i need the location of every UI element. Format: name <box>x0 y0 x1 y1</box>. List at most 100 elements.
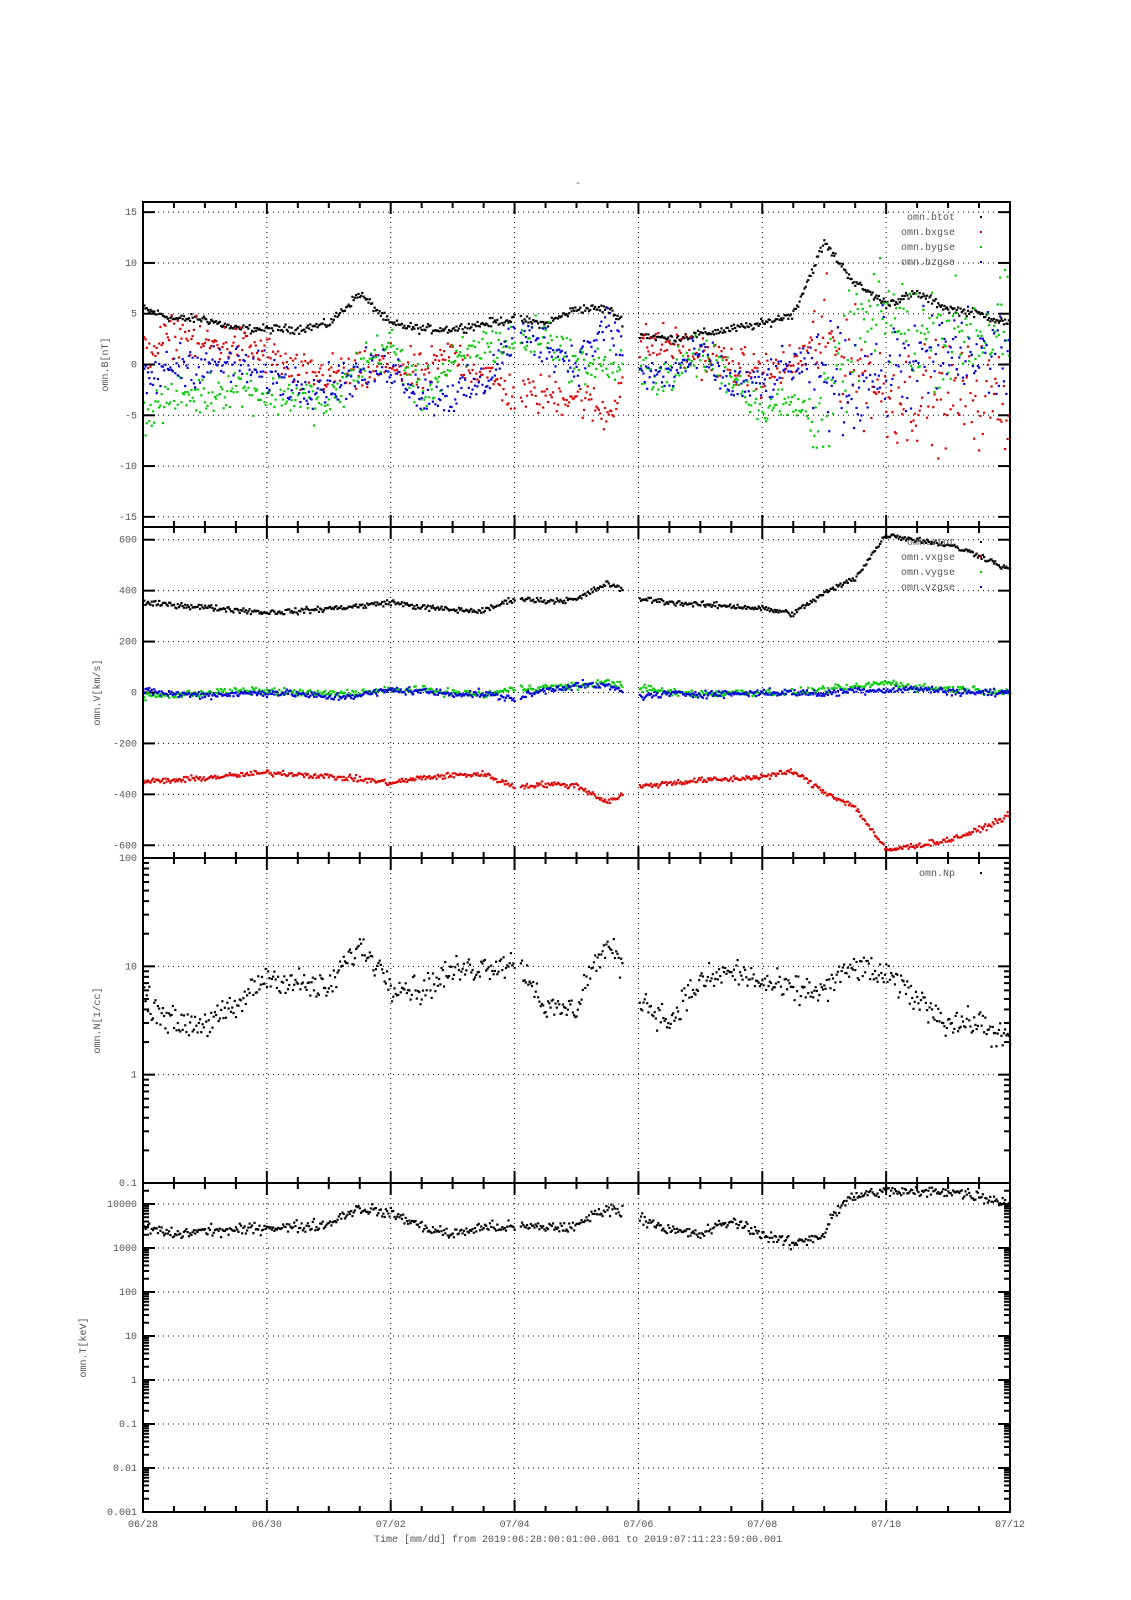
data-point <box>876 387 879 390</box>
data-point <box>373 601 376 604</box>
data-point <box>288 383 291 387</box>
data-point <box>807 781 810 785</box>
data-point <box>887 848 890 852</box>
data-point <box>343 691 347 694</box>
data-point <box>320 364 323 367</box>
data-point <box>949 346 952 349</box>
data-point <box>472 772 475 775</box>
data-point <box>761 775 764 778</box>
data-point <box>620 586 623 589</box>
data-point <box>228 688 231 691</box>
data-point <box>568 312 571 315</box>
data-point <box>649 596 653 600</box>
data-point <box>852 426 856 430</box>
data-point <box>404 387 407 390</box>
data-point <box>815 446 818 449</box>
data-point <box>454 772 457 775</box>
data-point <box>987 317 991 320</box>
data-point <box>657 689 660 692</box>
data-point <box>919 845 923 849</box>
data-point <box>564 684 567 687</box>
data-point <box>525 783 529 786</box>
data-point <box>745 775 748 778</box>
data-point <box>774 358 778 361</box>
data-point <box>757 360 760 363</box>
data-point <box>237 344 240 347</box>
data-point <box>725 375 728 378</box>
data-point <box>309 360 312 363</box>
data-point <box>265 386 269 390</box>
data-point <box>571 397 574 400</box>
data-point <box>290 374 293 377</box>
data-point <box>651 361 654 365</box>
data-point <box>342 606 345 610</box>
data-point <box>543 686 546 689</box>
data-point <box>421 775 425 779</box>
data-point <box>610 306 613 310</box>
data-point <box>875 392 878 396</box>
data-point <box>264 371 267 374</box>
data-point <box>592 586 596 589</box>
data-point <box>605 306 608 309</box>
data-point <box>419 352 422 355</box>
data-point <box>322 776 326 779</box>
data-point <box>783 368 786 371</box>
data-point <box>841 687 844 690</box>
data-point <box>603 680 607 683</box>
data-point <box>825 242 828 246</box>
data-point <box>146 371 150 374</box>
data-point <box>383 354 386 358</box>
data-point <box>468 609 472 612</box>
data-point <box>839 400 842 403</box>
data-point <box>918 292 921 295</box>
data-point <box>986 690 989 693</box>
data-point <box>220 324 223 328</box>
data-point <box>937 843 940 846</box>
data-point <box>987 324 991 327</box>
data-point <box>986 312 989 315</box>
data-point <box>528 684 531 687</box>
data-point <box>340 384 343 387</box>
data-point <box>892 533 895 536</box>
data-point <box>921 845 924 848</box>
data-point <box>216 775 219 778</box>
data-point <box>487 607 490 610</box>
data-point <box>895 432 898 435</box>
data-point <box>570 380 573 383</box>
data-point <box>298 690 301 693</box>
data-point <box>955 691 958 694</box>
data-point <box>880 301 883 304</box>
data-point <box>166 317 169 320</box>
data-point <box>190 313 193 316</box>
data-point <box>893 684 897 687</box>
data-point <box>197 778 200 781</box>
data-point <box>710 693 713 696</box>
data-point <box>262 771 265 774</box>
data-point <box>321 374 324 377</box>
data-point <box>431 361 435 364</box>
data-point <box>862 686 866 689</box>
data-point <box>987 823 991 826</box>
data-point <box>704 359 707 363</box>
data-point <box>600 680 603 683</box>
data-point <box>830 687 833 690</box>
data-point <box>289 611 292 614</box>
data-point <box>964 317 967 320</box>
data-point <box>272 377 275 380</box>
data-point <box>916 379 919 383</box>
data-point <box>191 356 194 359</box>
data-point <box>639 786 643 789</box>
data-point <box>788 403 791 406</box>
data-point <box>888 354 892 357</box>
data-point <box>324 607 327 610</box>
data-point <box>584 592 587 595</box>
data-point <box>797 305 800 308</box>
data-point <box>198 694 202 697</box>
data-point <box>425 776 428 779</box>
data-point <box>216 322 219 325</box>
data-point <box>310 398 313 401</box>
data-point <box>621 793 624 797</box>
data-point <box>649 685 653 688</box>
data-point <box>290 609 293 613</box>
data-point <box>439 775 442 778</box>
